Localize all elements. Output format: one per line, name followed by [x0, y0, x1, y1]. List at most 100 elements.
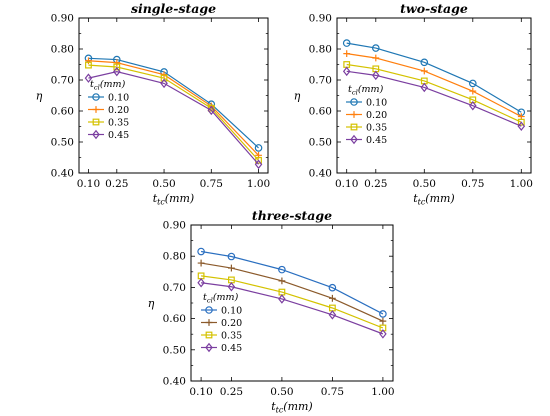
data-point	[278, 277, 286, 285]
data-point	[379, 310, 387, 318]
series-line-0.35	[88, 64, 259, 161]
data-point	[160, 74, 168, 82]
data-point	[328, 283, 337, 292]
legend-entry: 0.10	[366, 98, 387, 109]
y-tick-label: 0.60	[51, 106, 74, 118]
series-line-0.45	[346, 70, 522, 127]
x-tick-label: 0.75	[461, 178, 484, 190]
x-tick-label: 1.00	[247, 178, 270, 190]
legend-entry: 0.45	[108, 130, 129, 141]
y-tick-label: 0.70	[163, 282, 186, 294]
y-tick-label: 0.60	[309, 106, 332, 118]
x-tick-label: 1.00	[510, 178, 533, 190]
y-tick-label: 0.90	[309, 13, 332, 25]
legend-marker	[350, 98, 358, 106]
data-point	[343, 50, 351, 58]
data-point	[517, 121, 526, 131]
legend-entry: 0.20	[366, 110, 387, 121]
x-tick-label: 0.50	[270, 386, 293, 398]
x-tick-label: 0.10	[335, 178, 358, 190]
x-tick-label: 0.10	[189, 386, 212, 398]
data-point	[113, 66, 121, 77]
series-line-0.10	[346, 42, 522, 113]
y-tick-label: 0.50	[163, 344, 186, 356]
legend: tcl(mm)0.100.20 0.350.45	[346, 84, 387, 146]
x-tick-label: 0.50	[152, 178, 175, 190]
y-tick-label: 0.40	[309, 168, 332, 180]
x-tick-label: 0.75	[200, 178, 223, 190]
legend-title: tcl(mm)	[203, 292, 239, 305]
x-tick-label: 0.25	[105, 178, 128, 190]
panel-title: three-stage	[252, 208, 332, 223]
legend-title: tcl(mm)	[90, 79, 126, 92]
data-point	[469, 100, 477, 111]
data-point	[85, 61, 92, 69]
y-tick-label: 0.40	[51, 168, 74, 180]
data-point	[372, 70, 380, 81]
legend-entry: 0.45	[366, 135, 387, 146]
data-point	[278, 265, 286, 274]
data-point	[371, 44, 380, 52]
y-tick-label: 0.50	[309, 137, 332, 149]
data-point	[113, 63, 121, 71]
panel-title: two-stage	[400, 1, 468, 16]
y-tick-label: 0.50	[51, 137, 74, 149]
y-tick-label: 0.40	[163, 376, 186, 388]
data-point	[379, 317, 387, 325]
legend-entry: 0.35	[108, 118, 129, 129]
y-tick-label: 0.90	[163, 220, 186, 232]
data-point	[227, 252, 236, 261]
legend-entry: 0.45	[221, 343, 242, 354]
data-point	[85, 57, 92, 65]
data-point	[254, 159, 263, 170]
x-tick-label: 0.50	[413, 178, 436, 190]
data-point	[329, 294, 336, 302]
legend-marker	[205, 319, 213, 326]
y-tick-label: 0.80	[163, 251, 186, 263]
y-tick-label: 0.70	[309, 75, 332, 87]
data-point	[160, 78, 168, 89]
series-line-0.45	[201, 282, 384, 335]
y-tick-label: 0.70	[51, 75, 74, 87]
data-point	[342, 66, 351, 77]
data-point	[328, 310, 337, 320]
data-point	[342, 39, 351, 47]
legend-entry: 0.10	[108, 93, 129, 104]
y-tick-label: 0.80	[309, 44, 332, 56]
data-point	[227, 282, 236, 292]
data-point	[84, 73, 93, 83]
chart-panel-1: single-stage 0.40 0.50 0.60 0.70 0.80 0.90 0.10…	[36, 1, 271, 207]
chart-panel-3: three-stage 0.40 0.50 0.60 0.70 0.80 0.90 0.10 0…	[148, 208, 395, 415]
legend-entry: 0.20	[108, 105, 129, 116]
x-tick-label: 0.25	[220, 386, 243, 398]
y-tick-label: 0.90	[51, 13, 74, 25]
series-line-0.45	[88, 71, 260, 165]
data-point	[420, 58, 429, 67]
legend-marker	[350, 134, 358, 145]
x-axis-label: ttc(mm)	[413, 192, 454, 207]
data-point	[278, 294, 286, 304]
series-line-0.35	[346, 63, 522, 123]
data-point	[372, 54, 380, 62]
legend-marker	[350, 123, 358, 131]
plot-frame	[336, 17, 532, 174]
data-point	[207, 105, 216, 116]
legend-marker	[92, 106, 100, 113]
legend-marker	[92, 93, 100, 101]
data-point	[228, 264, 235, 272]
series-line-0.35	[201, 275, 384, 329]
y-axis-label: η	[36, 90, 43, 103]
legend-marker	[205, 306, 213, 314]
x-tick-label: 0.10	[77, 178, 100, 190]
y-axis-label: η	[294, 90, 301, 103]
data-point	[468, 79, 477, 88]
y-tick-label: 0.60	[163, 313, 186, 325]
data-point	[197, 259, 205, 267]
legend-marker	[350, 111, 358, 118]
data-point	[517, 118, 525, 126]
x-tick-label: 0.25	[364, 178, 387, 190]
legend-entry: 0.10	[221, 306, 242, 317]
y-tick-label: 0.80	[51, 44, 74, 56]
data-point	[420, 82, 429, 93]
